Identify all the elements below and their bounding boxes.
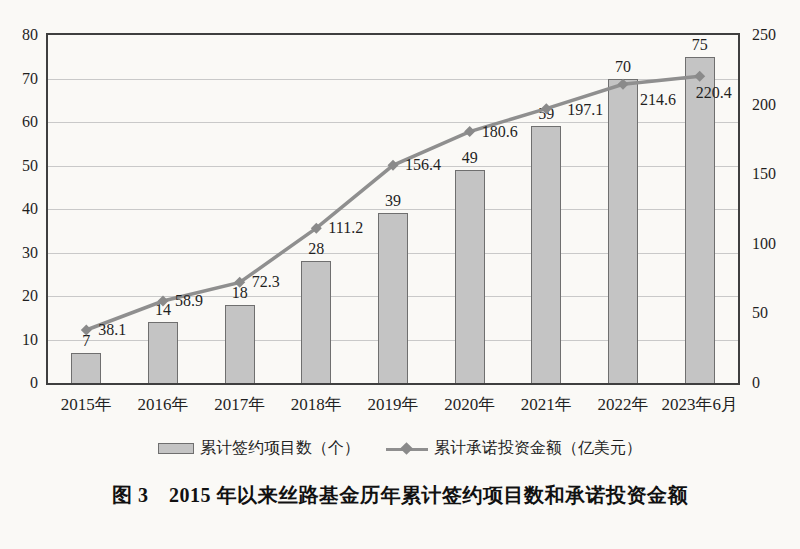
diamond-marker-icon	[158, 296, 169, 307]
x-axis-category-label: 2015年	[61, 395, 112, 415]
x-axis-category-label: 2016年	[138, 395, 189, 415]
line-diamond-swatch-icon	[386, 443, 428, 455]
investment-line	[48, 35, 738, 383]
line-value-label: 111.2	[328, 220, 363, 236]
line-value-label: 180.6	[482, 124, 518, 140]
right-axis-tick-label: 100	[752, 236, 792, 252]
left-axis-tick-label: 40	[0, 201, 38, 217]
legend-line-label: 累计承诺投资金额（亿美元）	[434, 438, 642, 459]
x-axis-category-label: 2021年	[521, 395, 572, 415]
line-value-label: 220.4	[696, 85, 732, 101]
x-axis-category-label: 2020年	[444, 395, 495, 415]
line-value-label: 72.3	[252, 274, 280, 290]
left-axis-tick-label: 50	[0, 158, 38, 174]
left-axis-tick-label: 0	[0, 375, 38, 391]
left-axis-tick-label: 80	[0, 27, 38, 43]
legend-item-line: 累计承诺投资金额（亿美元）	[386, 438, 642, 459]
left-axis-tick-label: 70	[0, 71, 38, 87]
diamond-marker-icon	[464, 126, 475, 137]
left-axis-tick-label: 60	[0, 114, 38, 130]
diamond-marker-icon	[541, 103, 552, 114]
diamond-marker-icon	[694, 71, 705, 82]
left-axis-tick-label: 30	[0, 245, 38, 261]
right-axis-tick-label: 150	[752, 166, 792, 182]
x-axis-category-label: 2022年	[598, 395, 649, 415]
line-value-label: 197.1	[567, 102, 603, 118]
left-axis-tick-label: 10	[0, 332, 38, 348]
right-axis-tick-label: 250	[752, 27, 792, 43]
figure-3-chart: 7141828394959707538.158.972.3111.2156.41…	[0, 0, 800, 549]
legend-bar-label: 累计签约项目数（个）	[200, 438, 360, 459]
right-axis-tick-label: 50	[752, 305, 792, 321]
left-axis-tick-label: 20	[0, 288, 38, 304]
legend: 累计签约项目数（个） 累计承诺投资金额（亿美元）	[0, 438, 800, 459]
x-axis-category-label: 2017年	[214, 395, 265, 415]
x-axis-category-label: 2019年	[368, 395, 419, 415]
x-axis-category-label: 2018年	[291, 395, 342, 415]
plot-area: 7141828394959707538.158.972.3111.2156.41…	[46, 33, 740, 385]
legend-item-bars: 累计签约项目数（个）	[158, 438, 360, 459]
right-axis-tick-label: 0	[752, 375, 792, 391]
diamond-marker-icon	[618, 79, 629, 90]
right-axis-tick-label: 200	[752, 97, 792, 113]
line-value-label: 58.9	[175, 293, 203, 309]
diamond-marker-icon	[81, 324, 92, 335]
bar-swatch-icon	[158, 443, 194, 454]
line-value-label: 38.1	[98, 322, 126, 338]
line-value-label: 156.4	[405, 157, 441, 173]
figure-caption: 图 3 2015 年以来丝路基金历年累计签约项目数和承诺投资金额	[0, 482, 800, 509]
line-value-label: 214.6	[640, 92, 676, 108]
x-axis-category-label: 2023年6月	[661, 395, 738, 415]
